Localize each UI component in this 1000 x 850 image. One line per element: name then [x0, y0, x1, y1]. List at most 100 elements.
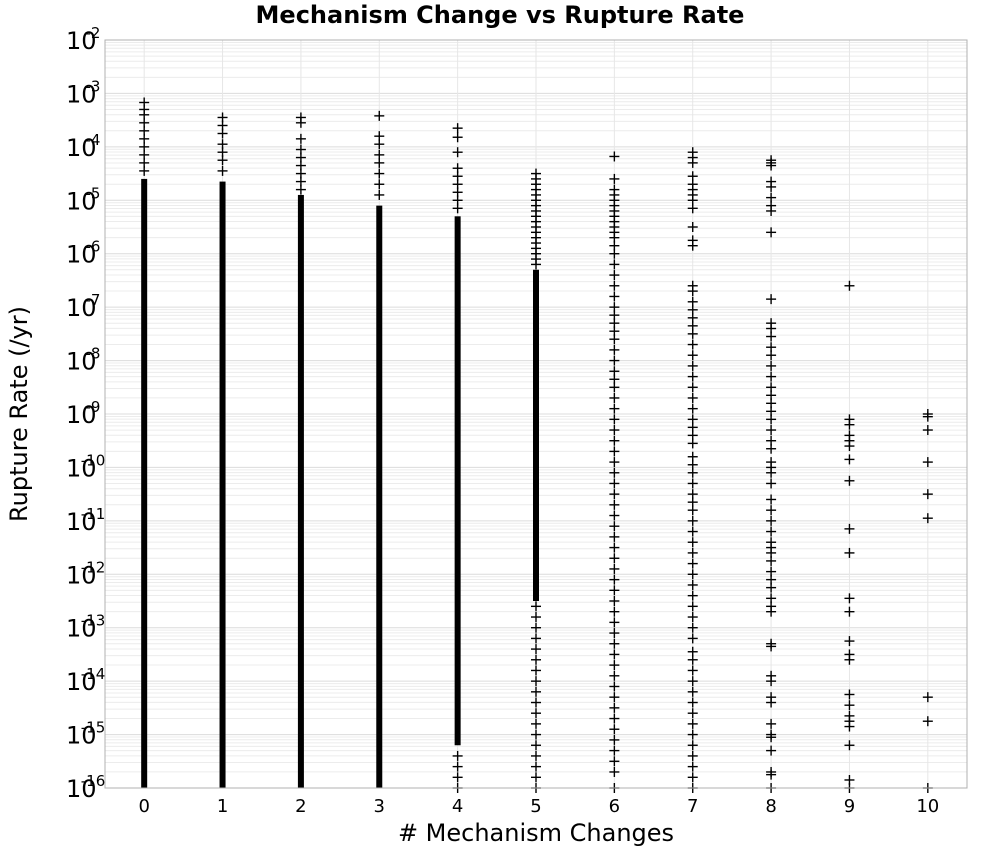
data-point: [609, 291, 620, 302]
data-point: [609, 628, 620, 639]
x-tick-label: 1: [217, 796, 228, 817]
data-point: [687, 403, 698, 414]
data-point: [766, 205, 777, 216]
data-point: [687, 750, 698, 761]
data-point: [295, 133, 306, 144]
data-point: [687, 665, 698, 676]
data-point: [687, 547, 698, 558]
y-axis-ticks: 10-210-310-410-510-610-710-810-910-1010-…: [66, 24, 105, 803]
data-point: [766, 331, 777, 342]
data-point: [922, 425, 933, 436]
dense-point-band: [297, 194, 304, 788]
y-axis-label: Rupture Rate (/yr): [5, 306, 33, 522]
data-point: [766, 769, 777, 780]
data-point: [687, 478, 698, 489]
data-point: [374, 189, 385, 200]
data-point: [609, 756, 620, 767]
data-point: [687, 740, 698, 751]
data-point: [687, 579, 698, 590]
data-point: [766, 181, 777, 192]
data-point: [609, 542, 620, 553]
data-point: [844, 689, 855, 700]
data-point: [609, 638, 620, 649]
data-point: [687, 382, 698, 393]
data-point: [609, 270, 620, 281]
data-point: [766, 505, 777, 516]
data-point: [922, 513, 933, 524]
dense-point-band: [533, 269, 539, 601]
y-tick-label: 10: [66, 508, 97, 536]
data-point: [687, 157, 698, 168]
data-point: [687, 515, 698, 526]
data-point: [687, 240, 698, 251]
data-point: [609, 724, 620, 735]
data-point: [217, 128, 228, 139]
data-point: [687, 467, 698, 478]
data-point: [687, 612, 698, 623]
data-point: [687, 761, 698, 772]
data-point: [687, 286, 698, 297]
data-point: [766, 414, 777, 425]
data-point: [452, 132, 463, 143]
data-point: [609, 563, 620, 574]
data-point: [766, 478, 777, 489]
data-point: [609, 248, 620, 259]
data-point: [766, 227, 777, 238]
y-tick-exponent: -13: [81, 612, 106, 630]
data-point: [687, 371, 698, 382]
data-point: [531, 654, 541, 665]
y-tick-exponent: -9: [86, 398, 101, 416]
data-point: [609, 617, 620, 628]
data-point: [452, 147, 463, 158]
data-point: [609, 531, 620, 542]
data-point: [609, 259, 620, 270]
y-tick-exponent: -7: [86, 291, 101, 309]
data-point: [687, 601, 698, 612]
data-point: [609, 173, 620, 184]
data-point: [531, 676, 541, 687]
data-point: [687, 633, 698, 644]
y-tick-exponent: -3: [86, 77, 101, 95]
data-point: [531, 633, 541, 644]
data-point: [687, 569, 698, 580]
data-point: [766, 467, 777, 478]
data-point: [844, 740, 855, 751]
data-point: [609, 670, 620, 681]
y-tick-label: 10: [66, 722, 97, 750]
data-point: [844, 280, 855, 291]
data-point: [609, 425, 620, 436]
data-point: [609, 435, 620, 446]
data-point: [687, 697, 698, 708]
data-point: [609, 606, 620, 617]
data-point: [609, 334, 620, 345]
data-point: [766, 294, 777, 305]
data-point: [374, 110, 385, 121]
data-point: [766, 515, 777, 526]
data-point: [922, 716, 933, 727]
data-point: [609, 355, 620, 366]
data-point: [766, 697, 777, 708]
data-point: [609, 702, 620, 713]
data-point: [844, 606, 855, 617]
data-point: [295, 184, 306, 195]
data-point: [687, 558, 698, 569]
data-point: [609, 766, 620, 777]
data-point: [766, 555, 777, 566]
data-point: [609, 585, 620, 596]
data-point: [766, 425, 777, 436]
data-point: [687, 729, 698, 740]
data-point: [766, 360, 777, 371]
data-point: [609, 681, 620, 692]
data-point: [687, 526, 698, 537]
y-tick-label: 10: [66, 401, 97, 429]
data-point: [687, 622, 698, 633]
x-axis-label: # Mechanism Changes: [398, 819, 674, 847]
data-point: [844, 654, 855, 665]
data-point: [844, 636, 855, 647]
data-point: [609, 692, 620, 703]
data-point: [922, 692, 933, 703]
data-point: [374, 179, 385, 190]
data-point: [531, 708, 541, 719]
data-point: [531, 601, 541, 612]
